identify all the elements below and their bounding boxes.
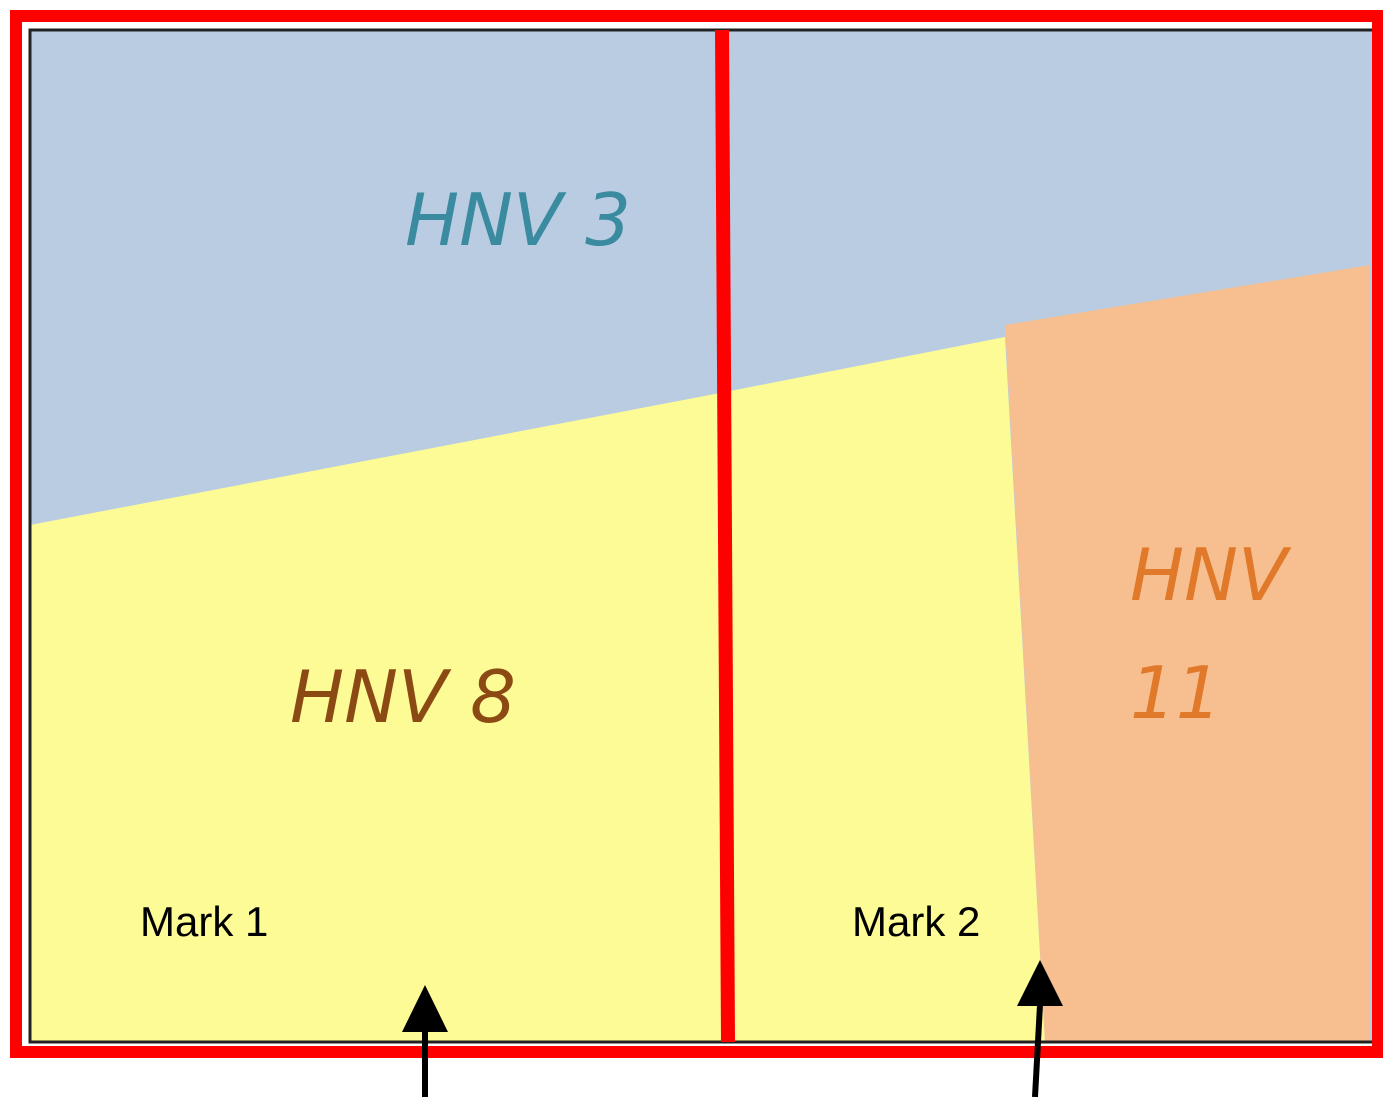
arrow-head (1017, 960, 1063, 1006)
region-hnv8 (30, 337, 1045, 1042)
divider (715, 29, 735, 1043)
region-hnv11 (1005, 265, 1370, 1042)
arrow-shaft (1032, 1004, 1043, 1097)
region-label-line: 11 (1130, 651, 1222, 735)
mark-label: Mark 1 (140, 898, 268, 945)
region-label: HNV 3 (405, 178, 631, 262)
mark-label: Mark 2 (852, 898, 980, 945)
region-label-line: HNV (1130, 533, 1292, 617)
region-label: HNV 11 (1130, 533, 1310, 735)
region-label: HNV 8 (290, 655, 516, 739)
arrow-head (402, 985, 448, 1032)
outer-frame (10, 10, 1383, 1058)
